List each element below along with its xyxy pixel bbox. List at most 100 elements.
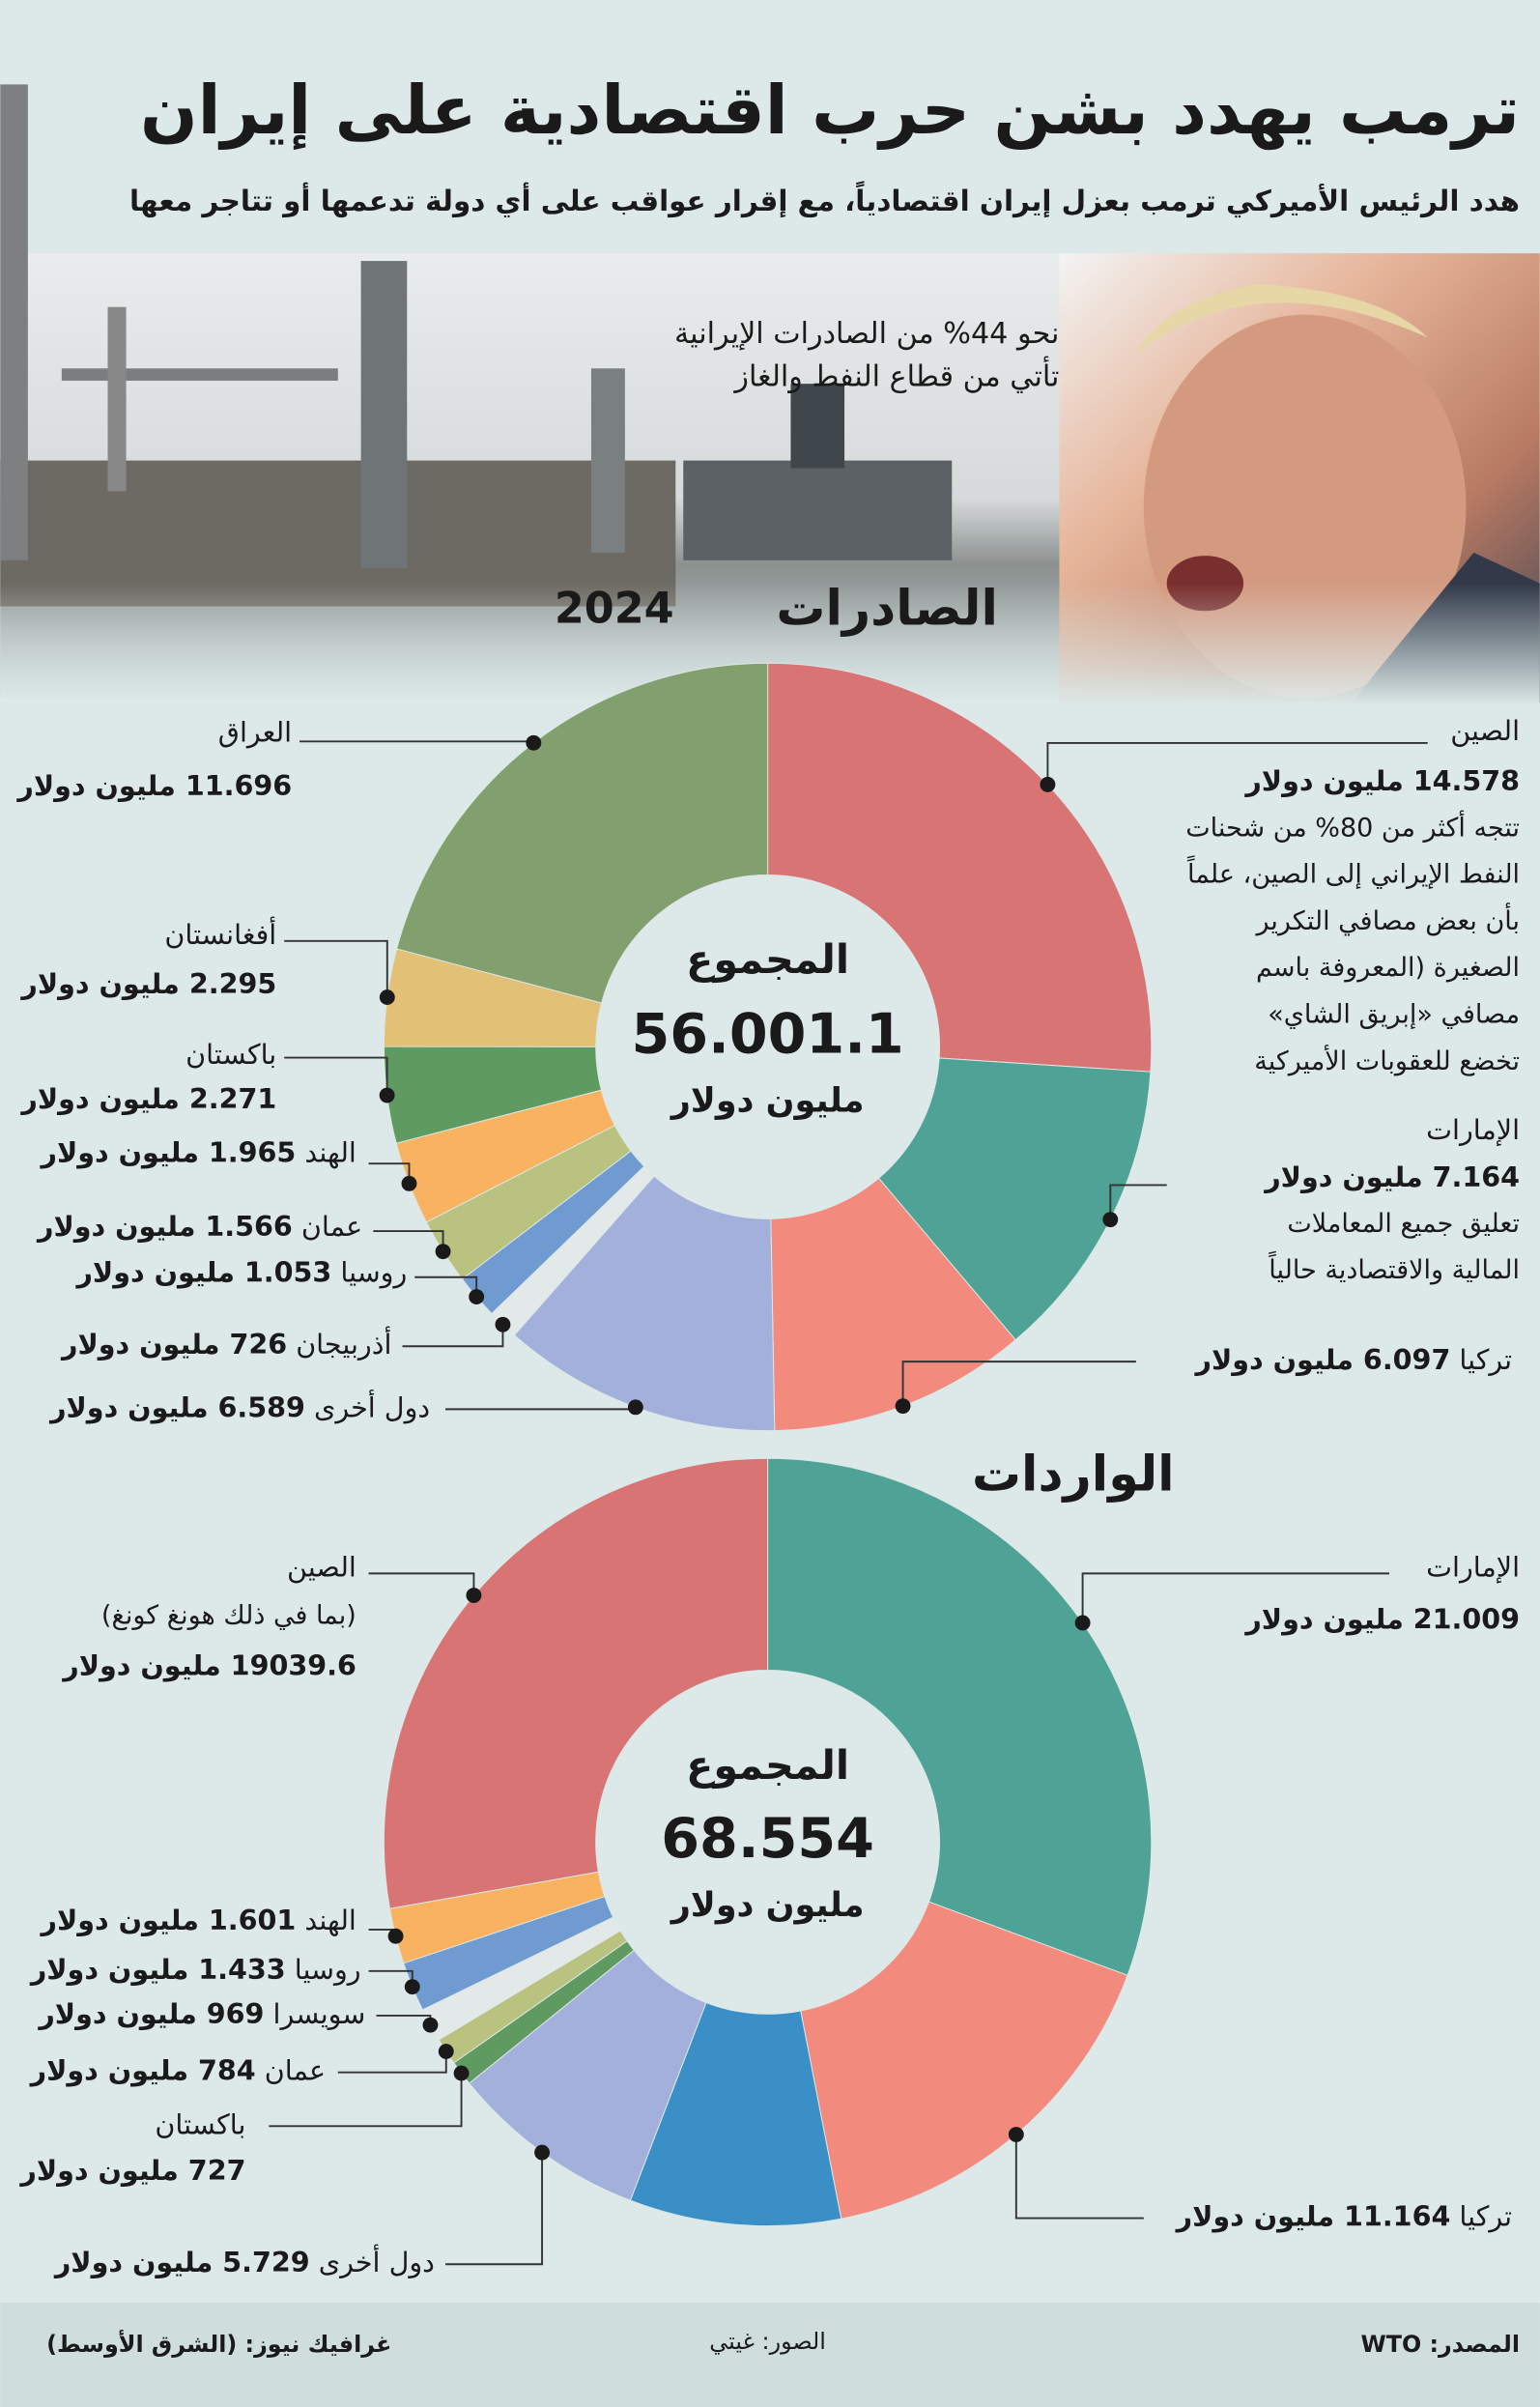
value-label: 21.009 مليون دولار [1243,1603,1520,1636]
leader-dot [627,1399,643,1416]
note: تخضع للعقوبات الأميركية [1254,1044,1520,1076]
total-label: المجموع [686,1742,849,1790]
value-label: 969 مليون دولار [37,1997,264,2030]
value-label: 1.433 مليون دولار [29,1953,286,1986]
photo-caption: نحو 44% من الصادرات الإيرانية [674,317,1059,351]
value-label: 6.589 مليون دولار [48,1390,305,1423]
value-label: 1.566 مليون دولار [36,1210,293,1243]
category-label: الصين [1450,714,1520,747]
leader-dot [1074,1615,1091,1631]
value-label: 2.271 مليون دولار [19,1082,276,1115]
chart-title: الواردات [972,1445,1175,1503]
leader-line [284,939,388,998]
leader-line [445,2152,544,2266]
note: مصافي «إبريق الشاي» [1268,1000,1520,1030]
data-label: تركيا 11.164 مليون دولار [1175,2200,1512,2233]
category-label: تركيا [1459,1343,1512,1376]
value-label: 6.097 مليون دولار [1194,1343,1451,1376]
data-label: دول أخرى 5.729 مليون دولار [53,2244,435,2278]
leader-dot [387,1928,404,1944]
category-label: الإمارات [1426,1551,1520,1585]
chart-title: الصادرات [776,579,998,636]
leader-dot [379,989,395,1006]
leader-dot [1102,1212,1119,1228]
note: بأن بعض مصافي التكرير [1255,902,1521,936]
data-label: روسيا 1.053 مليون دولار [74,1256,407,1289]
title: ترمب يهدد بشن حرب اقتصادية على إيران [140,72,1520,151]
leader-dot [438,2044,454,2060]
value-label: 5.729 مليون دولار [53,2246,310,2278]
graphics-credit: غرافيك نيوز: (الشرق الأوسط) [46,2329,391,2358]
data-label: عمان 1.566 مليون دولار [36,1210,362,1243]
value-label: 727 مليون دولار [18,2154,245,2187]
category-label: سويسرا [273,1997,366,2030]
value-label: 1.965 مليون دولار [39,1136,296,1169]
data-label: دول أخرى 6.589 مليون دولار [48,1389,430,1423]
value-label: 726 مليون دولار [60,1328,287,1361]
note: (بما في ذلك هونغ كونغ) [101,1600,356,1630]
value-label: 1.053 مليون دولار [74,1256,331,1289]
leader-dot [435,1244,451,1260]
leader-dot [469,1289,485,1304]
category-label: الإمارات [1426,1113,1520,1147]
total-value: 68.554 [661,1807,874,1871]
photo-caption: تأتي من قطاع النفط والغاز [732,355,1059,393]
category-label: باكستان [155,2107,245,2140]
total-label: المجموع [686,936,849,984]
data-label: أذربيجان 726 مليون دولار [60,1326,391,1361]
data-label: عمان 784 مليون دولار [29,2054,326,2087]
leader-dot [379,1087,395,1103]
leader-dot [404,1979,420,1995]
photo-credit: الصور: غيتي [709,2328,826,2355]
value-label: 11.696 مليون دولار [15,769,292,802]
leader-dot [534,2144,551,2161]
category-label: الهند [304,1136,356,1169]
donut-segment [396,662,769,1004]
data-label: تركيا 6.097 مليون دولار [1194,1343,1513,1376]
note: النفط الإيراني إلى الصين، علماً [1186,855,1520,890]
category-label: روسيا [295,1953,361,1986]
value-label: 784 مليون دولار [29,2054,256,2087]
category-label: تركيا [1459,2200,1512,2233]
category-label: أفغانستان [164,916,276,951]
leader-line [1046,741,1428,785]
category-label: العراق [218,715,292,748]
data-label: الهند 1.601 مليون دولار [39,1904,356,1936]
category-label: أذربيجان [296,1326,391,1361]
leader-line [901,1361,1136,1407]
total-value: 56.001.1 [632,1003,904,1067]
category-label: عمان [265,2054,326,2087]
chart-year: 2024 [555,584,674,633]
donut-hole [595,874,940,1219]
total-unit: مليون دولار [670,1082,865,1121]
donut-segment [513,1175,776,1432]
note: المالية والاقتصادية حالياً [1268,1250,1520,1285]
category-label: باكستان [185,1038,276,1071]
category-label: الهند [304,1904,356,1936]
value-label: 19039.6 مليون دولار [61,1648,356,1681]
leader-dot [495,1316,511,1332]
note: تعليق جميع المعاملات [1287,1209,1520,1239]
leader-dot [466,1588,482,1603]
leader-dot [526,734,542,751]
value-label: 1.601 مليون دولار [39,1904,296,1936]
leader-line [1081,1572,1390,1623]
footer-band [0,2302,1540,2407]
category-label: عمان [301,1210,362,1243]
leader-dot [453,2065,470,2081]
leader-dot [895,1398,911,1415]
category-label: الصين [287,1551,356,1584]
note: الصغيرة (المعروفة باسم [1256,953,1520,983]
leader-line [1109,1184,1167,1220]
value-label: 2.295 مليون دولار [19,967,276,1000]
source: المصدر: WTO [1360,2331,1520,2358]
data-label: الهند 1.965 مليون دولار [39,1136,356,1169]
category-label: دول أخرى [314,1389,430,1423]
total-unit: مليون دولار [670,1886,865,1925]
category-label: دول أخرى [319,2244,435,2278]
leader-line [284,1056,388,1096]
leader-line [269,2073,463,2128]
value-label: 11.164 مليون دولار [1175,2200,1451,2233]
value-label: 14.578 مليون دولار [1243,764,1520,797]
